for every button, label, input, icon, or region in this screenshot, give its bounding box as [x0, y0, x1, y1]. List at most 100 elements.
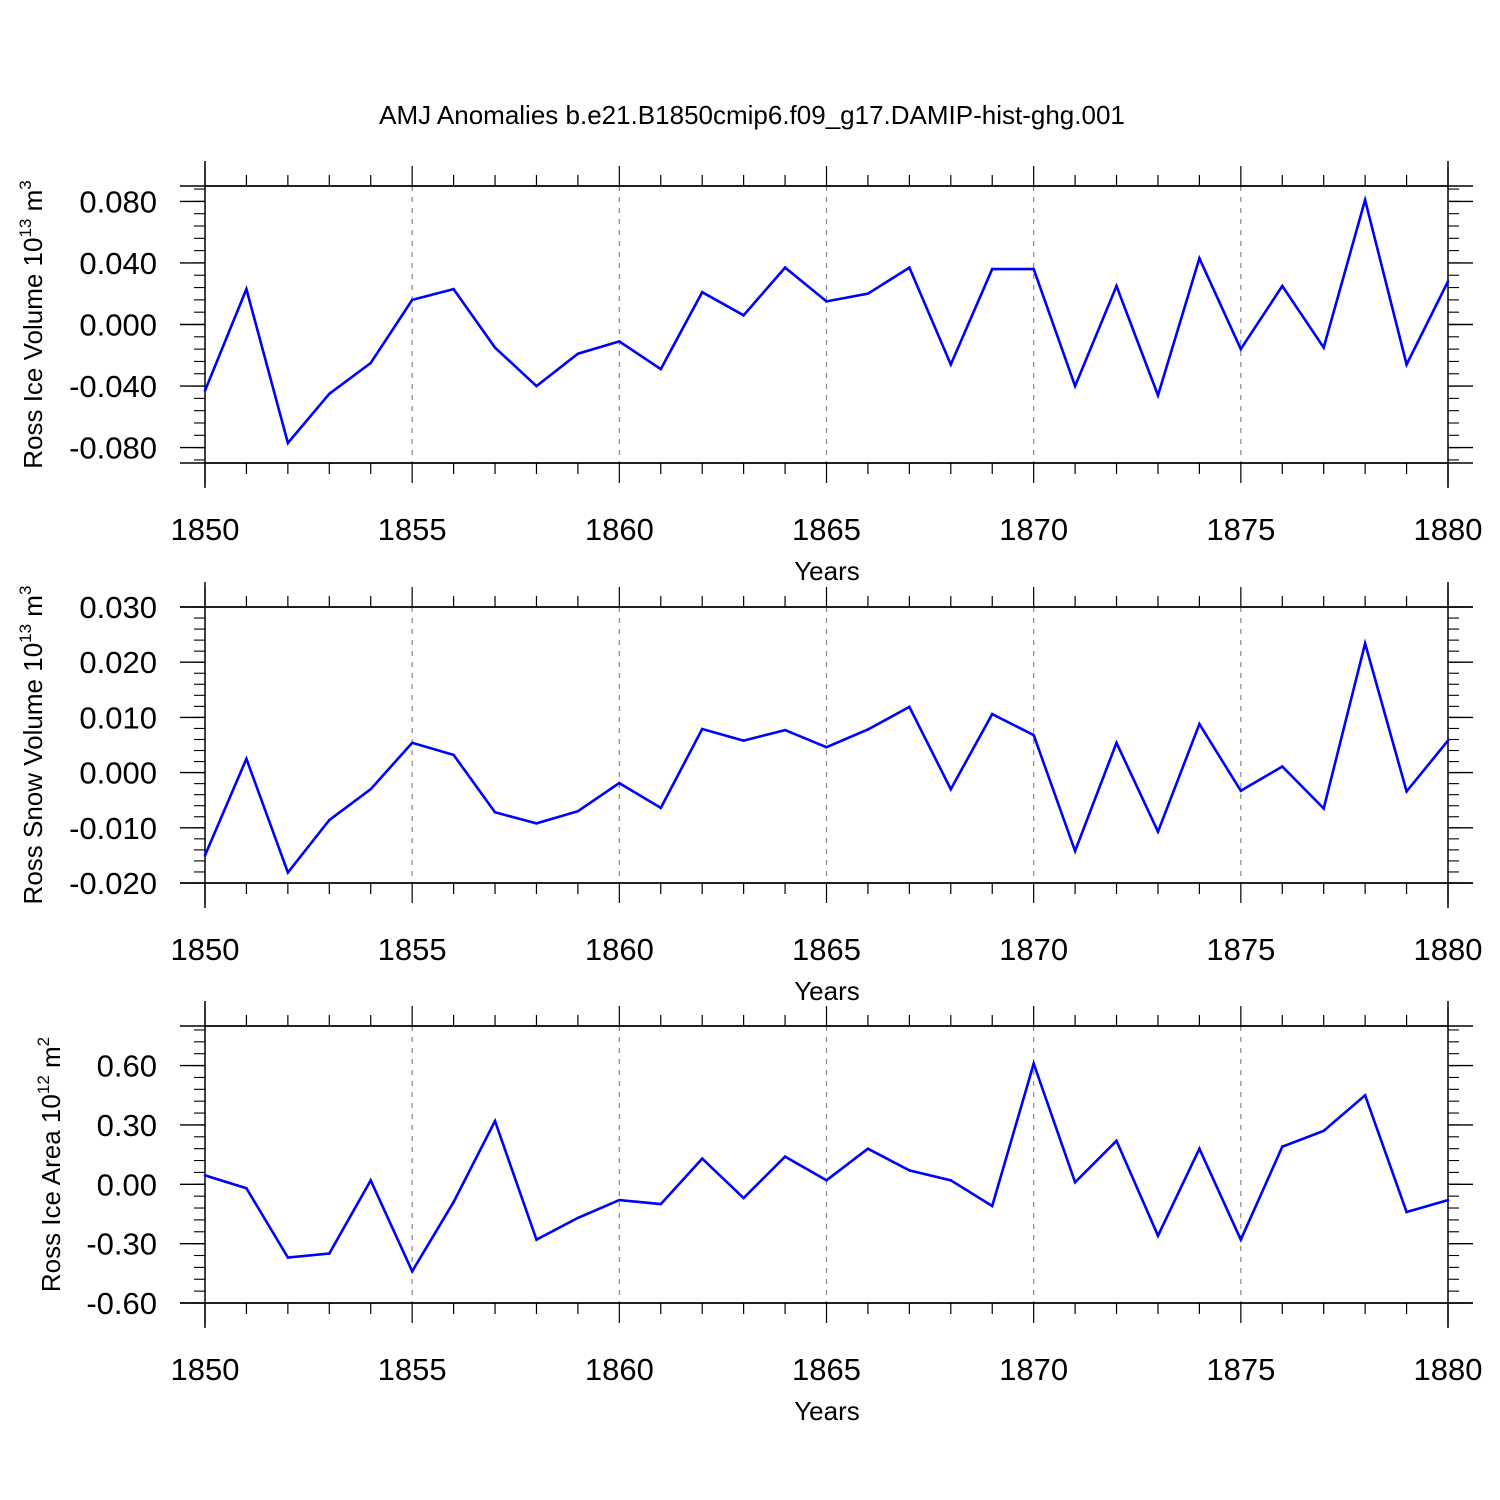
data-point [783, 728, 787, 732]
x-tick-label: 1880 [1414, 932, 1483, 967]
x-tick-label: 1860 [585, 932, 654, 967]
data-point [410, 1270, 414, 1273]
data-point [1239, 347, 1243, 351]
data-point [700, 290, 704, 294]
y-axis-title: Ross Ice Volume 1013 m3 [16, 180, 48, 469]
data-point [535, 822, 538, 825]
data-point [1073, 384, 1077, 388]
data-point [1405, 790, 1408, 793]
data-point [700, 727, 704, 731]
y-axis-unit-power: 3 [16, 586, 35, 595]
data-point [990, 712, 994, 716]
y-tick-label: -0.020 [69, 866, 157, 901]
data-point [742, 1196, 745, 1200]
data-point [1446, 1198, 1450, 1202]
data-point [990, 1204, 994, 1208]
x-axis-title: Years [794, 976, 860, 1006]
y-tick-label: 0.30 [97, 1108, 157, 1143]
data-point [1280, 1145, 1284, 1148]
y-axis-title-space [18, 211, 48, 218]
data-point [203, 389, 207, 392]
y-axis-unit-exponent: 12 [34, 1075, 53, 1094]
y-axis-unit-symbol: m [18, 190, 48, 212]
data-point [286, 1256, 290, 1259]
data-point [949, 363, 953, 366]
data-point [742, 313, 745, 317]
data-point [286, 441, 290, 445]
data-point [908, 1169, 911, 1172]
data-point [1322, 1129, 1325, 1133]
x-tick-label: 1870 [999, 932, 1068, 967]
y-axis-unit-power: 3 [16, 180, 35, 189]
data-point [908, 705, 911, 709]
y-axis-title-text: Ross Snow Volume [18, 679, 48, 904]
y-axis-unit-symbol: m [18, 595, 48, 617]
y-tick-label: 0.040 [79, 246, 157, 281]
data-point [1032, 733, 1035, 737]
chart-panels: -0.080 -0.040 0.000 0.040 0.080 1850 1855 1860 1… [16, 161, 1482, 1426]
data-point [452, 287, 455, 291]
chart-panel-3: -0.60 -0.30 0.00 0.30 0.60 1850 1855 1860 1865 18… [34, 1001, 1482, 1426]
data-point [493, 346, 497, 349]
y-axis-unit-base: 10 [36, 1094, 66, 1123]
data-point [328, 392, 331, 396]
y-tick-label: -0.010 [69, 811, 157, 846]
data-point [825, 1179, 828, 1182]
y-axis-unit-exponent: 13 [16, 624, 35, 643]
data-point [659, 367, 663, 371]
data-point [949, 787, 953, 791]
data-point [1239, 1238, 1243, 1241]
data-point [783, 1155, 787, 1158]
x-tick-label: 1870 [999, 512, 1068, 547]
data-point [576, 1216, 580, 1220]
x-tick-label: 1865 [792, 512, 861, 547]
x-tick-label: 1860 [585, 512, 654, 547]
y-axis-title-space [18, 672, 48, 679]
data-point [1405, 363, 1408, 366]
data-point [535, 1238, 538, 1241]
y-axis-title: Ross Snow Volume 1013 m3 [16, 586, 48, 905]
data-point [328, 1252, 331, 1255]
y-axis-title-space [18, 266, 48, 273]
data-point [1363, 642, 1367, 645]
y-tick-label: -0.30 [86, 1227, 157, 1262]
y-tick-label: -0.040 [69, 369, 157, 404]
data-point [1446, 739, 1450, 742]
x-tick-label: 1855 [378, 932, 447, 967]
data-point [1280, 284, 1284, 288]
data-point [949, 1179, 953, 1182]
x-tick-label: 1875 [1206, 932, 1275, 967]
data-point [493, 811, 497, 814]
data-point [1073, 849, 1077, 853]
data-point [452, 753, 455, 757]
data-point [866, 1147, 870, 1150]
data-point [1115, 1139, 1118, 1143]
y-tick-label: -0.080 [69, 431, 157, 466]
data-point [1322, 807, 1325, 810]
data-point [618, 1198, 621, 1202]
y-tick-label: 0.080 [79, 184, 157, 219]
data-point [452, 1200, 455, 1204]
data-point [908, 266, 911, 269]
data-point [245, 1186, 248, 1190]
data-point [1405, 1210, 1408, 1214]
x-tick-label: 1855 [378, 512, 447, 547]
chart-panel-2: -0.020 -0.010 0.000 0.010 0.020 0.030 1850 1855… [16, 582, 1482, 1006]
data-point [1280, 765, 1284, 768]
y-tick-label: -0.60 [86, 1286, 157, 1321]
data-point [825, 300, 828, 303]
x-tick-label: 1880 [1414, 1352, 1483, 1387]
data-point [1322, 346, 1325, 349]
data-point [369, 787, 373, 791]
data-point [990, 267, 994, 271]
data-point [1239, 789, 1243, 793]
data-point [493, 1119, 497, 1123]
data-point [245, 287, 248, 291]
data-point [1156, 1234, 1160, 1238]
data-point [1198, 1147, 1201, 1150]
data-point [618, 340, 621, 343]
x-axis-title: Years [794, 556, 860, 586]
x-tick-label: 1850 [171, 932, 240, 967]
x-axis-title: Years [794, 1396, 860, 1426]
